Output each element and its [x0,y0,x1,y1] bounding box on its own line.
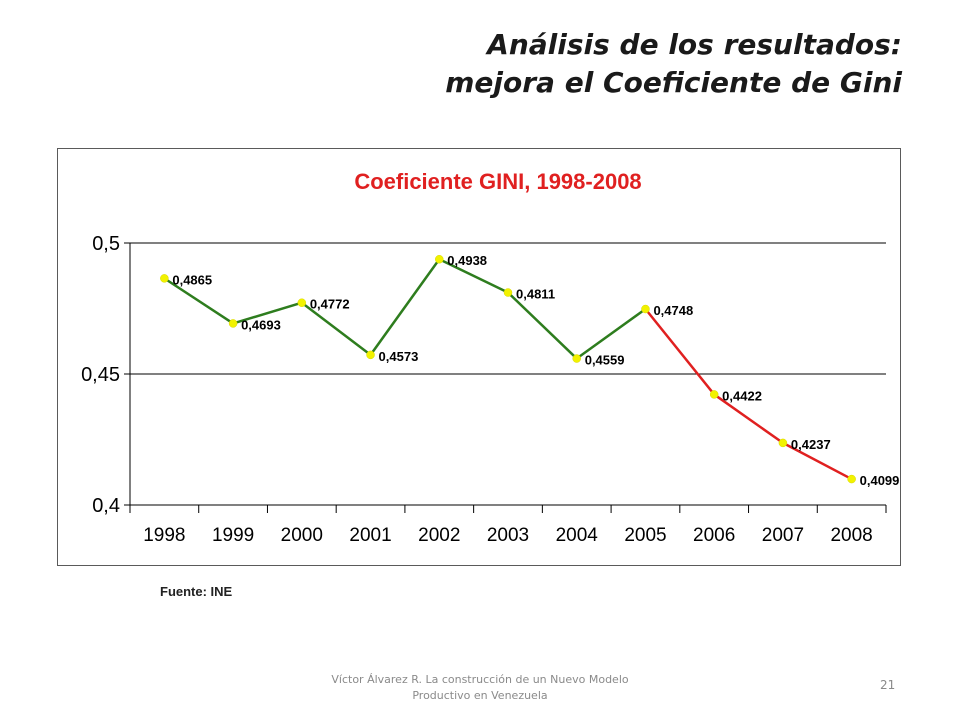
data-point [503,288,513,297]
data-point [160,274,169,283]
data-label: 0,4099 [860,473,900,488]
x-tick-label: 2008 [830,525,872,546]
x-tick-label: 2001 [349,525,391,546]
data-point [641,304,650,314]
data-label: 0,4237 [791,437,831,452]
y-tick-label: 0,45 [81,364,120,386]
x-tick-label: 2007 [762,525,804,546]
y-tick-label: 0,4 [92,495,120,517]
data-label: 0,4811 [516,287,555,302]
data-label: 0,4748 [653,303,693,318]
chart-title: Coeficiente GINI, 1998-2008 [354,169,641,194]
data-point [366,350,375,360]
data-point [297,298,307,307]
data-label: 0,4559 [585,353,625,368]
data-point [709,390,719,399]
footer-credit: Víctor Álvarez R. La construcción de un … [330,672,630,704]
footer-line-1: Víctor Álvarez R. La construcción de un … [331,673,629,686]
data-label: 0,4422 [722,388,762,403]
data-point [228,319,238,328]
slide-title: Análisis de los resultados: mejora el Co… [202,26,902,102]
data-label: 0,4772 [310,297,350,312]
data-label: 0,4865 [172,272,212,287]
footer-line-2: Productivo en Venezuela [412,689,548,702]
data-point [847,474,856,484]
data-label: 0,4693 [241,317,281,332]
series-line-red [644,308,853,481]
data-point [572,354,581,363]
page-number: 21 [880,678,896,692]
slide-title-line-1: Análisis de los resultados: [487,28,902,61]
data-label: 0,4573 [379,349,419,364]
x-tick-label: 2000 [281,525,323,546]
data-point [778,438,788,448]
data-label: 0,4938 [447,253,487,268]
x-tick-label: 2002 [418,525,460,546]
x-tick-label: 2006 [693,525,735,546]
data-point [435,254,444,264]
gini-line-chart: Coeficiente GINI, 1998-2008 0,4 0,45 0,5 199… [81,169,900,546]
chart-frame: Coeficiente GINI, 1998-2008 0,4 0,45 0,5 199… [57,148,901,566]
x-tick-label: 2003 [487,525,529,546]
y-tick-label: 0,5 [92,233,120,255]
x-tick-label: 2004 [556,525,599,546]
x-tick-label: 1998 [143,525,185,546]
series-line-green [163,257,647,360]
slide-title-line-2: mejora el Coeficiente de Gini [445,66,902,99]
source-note: Fuente: INE [160,584,233,599]
x-tick-label: 1999 [212,525,254,546]
x-tick-label: 2005 [624,525,666,546]
